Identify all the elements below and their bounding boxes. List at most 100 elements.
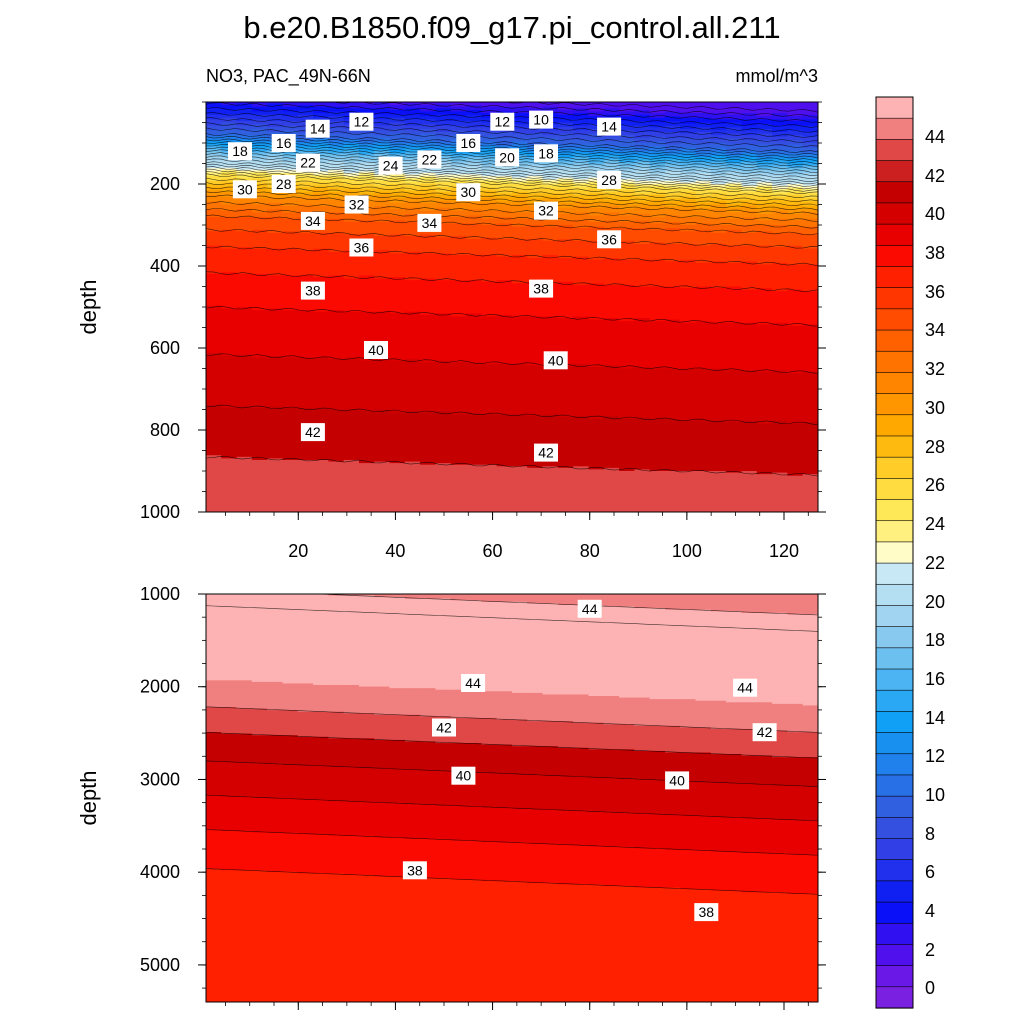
- contour-label: 32: [534, 201, 558, 220]
- colorbar-bin: [875, 944, 914, 967]
- contour-line: [206, 732, 818, 759]
- colorbar-label: 18: [925, 630, 945, 650]
- colorbar-bin: [875, 795, 914, 818]
- y-tick-label: 4000: [140, 862, 180, 882]
- colorbar-bin: [875, 965, 914, 988]
- contour-label: 36: [597, 230, 622, 249]
- colorbar-bin: [875, 372, 914, 395]
- colorbar-bin: [875, 245, 914, 268]
- colorbar-label: 0: [925, 978, 935, 998]
- contour-label-text: 34: [305, 213, 321, 229]
- contour-label-background: [271, 175, 296, 193]
- colorbar-bin: [875, 96, 914, 119]
- contour-line: [206, 136, 818, 156]
- contour-label-text: 30: [461, 184, 477, 200]
- contour-label: 16: [456, 134, 481, 152]
- contour-label: 30: [232, 180, 257, 199]
- contour-label-text: 24: [383, 158, 399, 174]
- contour-line: [206, 177, 818, 199]
- colorbar-bin: [875, 223, 914, 246]
- colorbar-label: 32: [925, 359, 945, 379]
- contour-label-text: 42: [538, 445, 554, 461]
- y-axis-title: depth: [76, 279, 101, 334]
- colorbar-bin: [875, 181, 914, 204]
- contour-label-background: [228, 142, 252, 161]
- contour-label-text: 30: [237, 181, 253, 197]
- contour-label-background: [733, 678, 758, 697]
- contour-label-text: 14: [310, 121, 326, 137]
- contour-label-background: [534, 443, 558, 462]
- contour-label: 16: [271, 134, 296, 152]
- x-tick-label: 20: [288, 541, 308, 561]
- colorbar-bin: [875, 753, 914, 776]
- x-tick-label: 120: [769, 541, 799, 561]
- colorbar-bin: [875, 562, 914, 585]
- colorbar-bin: [875, 583, 914, 607]
- contour-line: [206, 455, 818, 477]
- colorbar-bin: [875, 817, 914, 840]
- contour-line: [206, 201, 818, 222]
- contour-label-background: [597, 117, 622, 136]
- contour-label-background: [402, 861, 427, 880]
- contour-label: 18: [228, 142, 252, 161]
- contour-label: 20: [495, 148, 520, 167]
- contour-label-background: [232, 180, 257, 199]
- colorbar-bin: [875, 838, 914, 861]
- contour-label-background: [752, 723, 777, 742]
- colorbar-bin: [875, 668, 914, 691]
- contour-label-background: [300, 211, 325, 230]
- contour-label: 32: [344, 195, 369, 214]
- contour-label-text: 44: [582, 601, 598, 617]
- y-tick-label: 400: [150, 256, 180, 276]
- upper-panel: 12 14 16 18 22 24 22 16 12 10 14 20 18 28 30 28 32 30 32 34…: [76, 101, 826, 561]
- contour-label: 14: [597, 117, 622, 136]
- contour-label-text: 28: [276, 176, 292, 192]
- colorbar-bin: [875, 859, 914, 882]
- colorbar-bin: [875, 478, 914, 501]
- contour-label-text: 32: [349, 197, 365, 213]
- contour-label: 12: [490, 112, 515, 131]
- contour-label: 22: [417, 150, 442, 169]
- colorbar-bin: [875, 393, 914, 416]
- colorbar-bin: [875, 922, 914, 946]
- contour-label: 44: [577, 599, 602, 618]
- contour-line: [206, 171, 818, 192]
- colorbar-bin: [875, 689, 914, 713]
- contour-label-text: 10: [533, 112, 549, 128]
- colorbar-label: 28: [925, 437, 945, 457]
- colorbar-bin: [875, 266, 914, 289]
- lower-contour-field: [206, 594, 818, 1002]
- contour-label-background: [495, 148, 520, 167]
- contour-label-text: 42: [305, 424, 321, 440]
- contour-label-background: [344, 195, 369, 214]
- contour-label-background: [534, 144, 558, 163]
- colorbar-label: 14: [925, 708, 945, 728]
- colorbar-bin: [875, 414, 914, 437]
- contour-line: [206, 173, 818, 194]
- contour-label: 22: [296, 153, 320, 172]
- colorbar-label: 44: [925, 127, 945, 147]
- contour-label-background: [490, 112, 515, 131]
- contour-label-text: 34: [422, 215, 438, 231]
- colorbar-bin: [875, 732, 914, 755]
- y-tick-label: 1000: [140, 502, 180, 522]
- contour-label: 42: [752, 723, 777, 742]
- y-tick-label: 600: [150, 338, 180, 358]
- contour-label-background: [300, 423, 325, 442]
- colorbar-bin: [875, 880, 914, 903]
- y-tick-label: 1000: [140, 584, 180, 604]
- contour-label: 42: [432, 718, 456, 737]
- colorbar-bin: [875, 541, 914, 564]
- contour-label: 34: [417, 213, 442, 232]
- colorbar-label: 34: [925, 320, 945, 340]
- contour-label-background: [534, 201, 558, 220]
- contour-label-text: 18: [232, 143, 248, 159]
- colorbar-label: 26: [925, 475, 945, 495]
- colorbar-label: 40: [925, 204, 945, 224]
- contour-label-background: [456, 183, 481, 202]
- contour-label: 42: [534, 443, 558, 462]
- y-tick-label: 800: [150, 420, 180, 440]
- contour-label-text: 22: [300, 155, 316, 171]
- colorbar-bin: [875, 711, 914, 734]
- contour-label: 42: [300, 423, 325, 442]
